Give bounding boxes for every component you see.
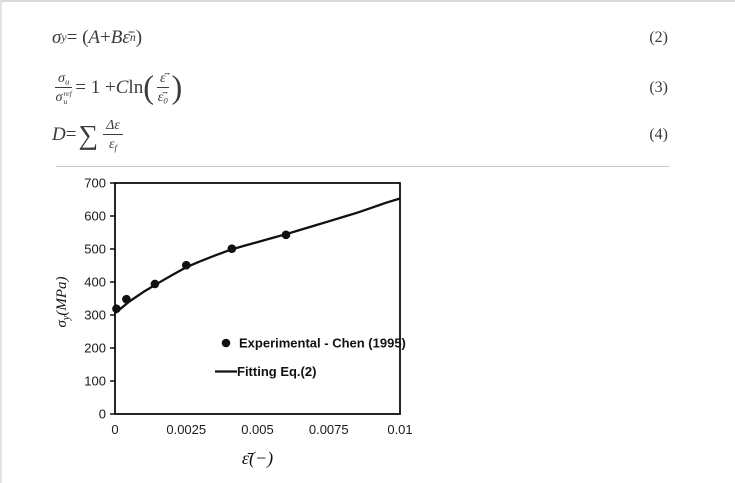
math-fraction: σu σ ref u (55, 69, 73, 107)
x-tick-label: 0.005 (241, 422, 274, 437)
x-tick-label: 0.0075 (309, 422, 349, 437)
stress-strain-chart: 0 100 200 300 400 500 600 700 0 0.0025 0.005 0.0075… (54, 176, 413, 470)
y-axis-label: σy(MPa) (54, 276, 72, 327)
math-token: n (129, 31, 136, 44)
y-tick-label: 100 (84, 374, 106, 389)
math-token: σ (55, 89, 63, 106)
y-tick-label: 400 (84, 275, 106, 290)
equation-4: D = ∑ Δε εf (52, 117, 126, 153)
math-fraction: Δε εf (103, 117, 123, 153)
horizontal-divider (56, 166, 669, 167)
math-token: C (115, 76, 129, 98)
math-token: = ( (66, 27, 89, 48)
legend-label-experimental: Experimental - Chen (1995) (239, 336, 406, 351)
math-token: u (64, 76, 70, 87)
x-tick-label: 0.01 (387, 422, 412, 437)
math-token: = (65, 124, 77, 145)
math-token: σ (58, 69, 65, 86)
x-tick-label: 0 (111, 422, 118, 437)
y-tick-label: 500 (84, 242, 106, 257)
math-token: σ (52, 27, 62, 48)
math-token: + (100, 27, 111, 48)
y-tick-label: 700 (84, 176, 106, 191)
x-tick-label: 0.0025 (166, 422, 206, 437)
math-token: 0 (163, 95, 168, 106)
math-token: ε (109, 136, 115, 153)
math-token: ) (135, 27, 143, 48)
math-token: ε̄̇ (159, 70, 166, 87)
math-token: ε̄ (122, 27, 130, 48)
math-token: y (61, 31, 67, 44)
y-tick-label: 300 (84, 308, 106, 323)
x-axis-label: ε̄(−) (242, 448, 273, 469)
math-big-paren: ( (143, 69, 154, 106)
y-tick-label: 0 (99, 407, 106, 422)
equation-3-number: (3) (649, 79, 668, 96)
math-token: ε̄̇ (157, 89, 164, 106)
equation-4-row: D = ∑ Δε εf (4) (52, 114, 668, 156)
math-token: D (52, 124, 66, 145)
math-token: ln (128, 76, 144, 98)
y-tick-label: 600 (84, 209, 106, 224)
math-token: = 1 + (75, 76, 116, 98)
equation-2-number: (2) (649, 29, 668, 46)
y-tick-label: 200 (84, 341, 106, 356)
math-fraction: ε̄̇ ε̄̇0 (156, 70, 169, 106)
math-token: B (110, 27, 123, 48)
math-supsub: ref u (63, 88, 72, 107)
math-token: f (114, 142, 117, 153)
equation-4-number: (4) (649, 126, 668, 143)
math-token: ∑ (78, 119, 99, 151)
math-token: A (88, 27, 101, 48)
legend-marker-dot (221, 338, 231, 348)
math-token: Δε (106, 117, 120, 134)
math-big-paren: ) (171, 69, 183, 106)
legend-label-fitting: Fitting Eq.(2) (237, 364, 316, 379)
plot-area (114, 182, 401, 415)
fitting-curve (114, 197, 401, 315)
